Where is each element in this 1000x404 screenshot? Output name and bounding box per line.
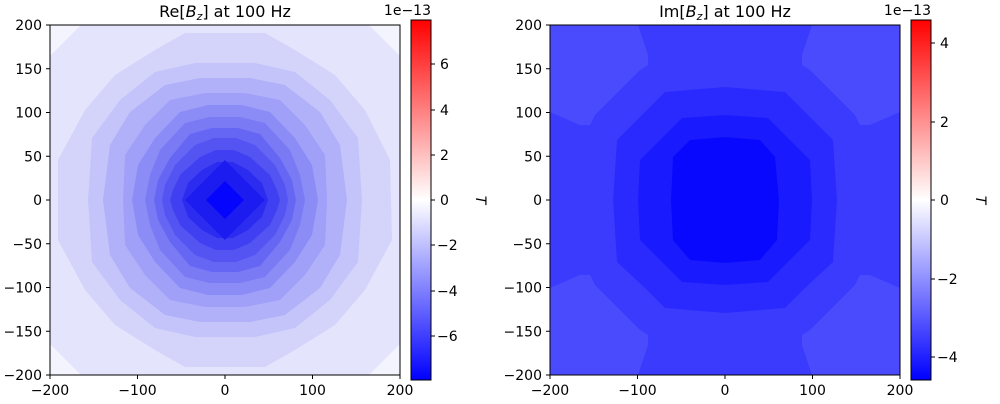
- im-bz-ytick-labels: 200 150 100 50 0 −50 −100 −150 −200: [504, 18, 542, 384]
- svg-text:0: 0: [533, 193, 542, 209]
- svg-text:−4: −4: [937, 350, 958, 366]
- svg-text:4: 4: [440, 103, 449, 119]
- svg-text:−100: −100: [4, 281, 42, 297]
- svg-text:50: 50: [24, 149, 42, 165]
- im-bz-contours: [550, 25, 900, 375]
- svg-text:−100: −100: [118, 383, 156, 399]
- svg-text:−200: −200: [531, 383, 569, 399]
- im-bz-xticks: [549, 375, 901, 379]
- svg-text:−200: −200: [504, 368, 542, 384]
- im-bz-colorbar-label: T: [972, 196, 988, 206]
- svg-text:200: 200: [387, 383, 414, 399]
- im-bz-title: Im[Bz] at 100 Hz: [659, 2, 791, 23]
- svg-text:150: 150: [515, 62, 542, 78]
- svg-text:−2: −2: [437, 238, 458, 254]
- svg-text:200: 200: [887, 383, 914, 399]
- re-bz-xtick-labels: −200 −100 0 100 200: [31, 383, 414, 399]
- svg-text:0: 0: [440, 193, 449, 209]
- re-bz-colorbar-ticks: 6 4 2 0 −2 −4 −6: [437, 57, 458, 345]
- svg-text:−50: −50: [512, 237, 542, 253]
- svg-text:−200: −200: [4, 368, 42, 384]
- svg-text:−6: −6: [437, 329, 458, 345]
- svg-text:−50: −50: [12, 237, 42, 253]
- svg-text:100: 100: [299, 383, 326, 399]
- svg-text:0: 0: [940, 193, 949, 209]
- svg-text:−4: −4: [437, 284, 458, 300]
- svg-text:100: 100: [799, 383, 826, 399]
- svg-text:150: 150: [15, 62, 42, 78]
- re-bz-colorbar: 1e−13 6 4 2 0 −2 −4 −6 T: [384, 3, 488, 381]
- re-bz-colorbar-label: T: [472, 196, 488, 206]
- im-bz-yticks: [546, 24, 550, 376]
- im-bz-colorbar: 1e−13 4 2 0 −2 −4 T: [884, 3, 988, 381]
- im-bz-colorbar-ticks: 4 2 0 −2 −4: [937, 36, 958, 366]
- svg-text:−100: −100: [504, 281, 542, 297]
- svg-text:200: 200: [515, 18, 542, 34]
- svg-text:100: 100: [15, 106, 42, 122]
- svg-text:50: 50: [524, 149, 542, 165]
- im-bz-xtick-labels: −200 −100 0 100 200: [531, 383, 914, 399]
- svg-text:100: 100: [515, 106, 542, 122]
- re-bz-colorbar-scale: 1e−13: [384, 3, 431, 19]
- svg-text:200: 200: [15, 18, 42, 34]
- re-bz-contours: [50, 25, 400, 375]
- svg-text:2: 2: [940, 115, 949, 131]
- svg-text:6: 6: [440, 57, 449, 73]
- svg-text:−200: −200: [31, 383, 69, 399]
- im-bz-colorbar-scale: 1e−13: [884, 3, 931, 19]
- re-bz-plot: Re[Bz] at 100 Hz 200: [4, 2, 488, 399]
- svg-text:0: 0: [33, 193, 42, 209]
- svg-text:−150: −150: [4, 324, 42, 340]
- svg-text:0: 0: [221, 383, 230, 399]
- re-bz-ytick-labels: 200 150 100 50 0 −50 −100 −150 −200: [4, 18, 42, 384]
- re-bz-xticks: [49, 375, 401, 379]
- svg-text:−100: −100: [618, 383, 656, 399]
- svg-text:−2: −2: [937, 272, 958, 288]
- svg-text:2: 2: [440, 148, 449, 164]
- svg-text:4: 4: [940, 36, 949, 52]
- im-bz-plot: Im[Bz] at 100 Hz 200 150 100 50 0: [504, 2, 988, 399]
- svg-text:0: 0: [721, 383, 730, 399]
- re-bz-yticks: [46, 24, 50, 376]
- re-bz-title: Re[Bz] at 100 Hz: [159, 2, 291, 23]
- svg-text:−150: −150: [504, 324, 542, 340]
